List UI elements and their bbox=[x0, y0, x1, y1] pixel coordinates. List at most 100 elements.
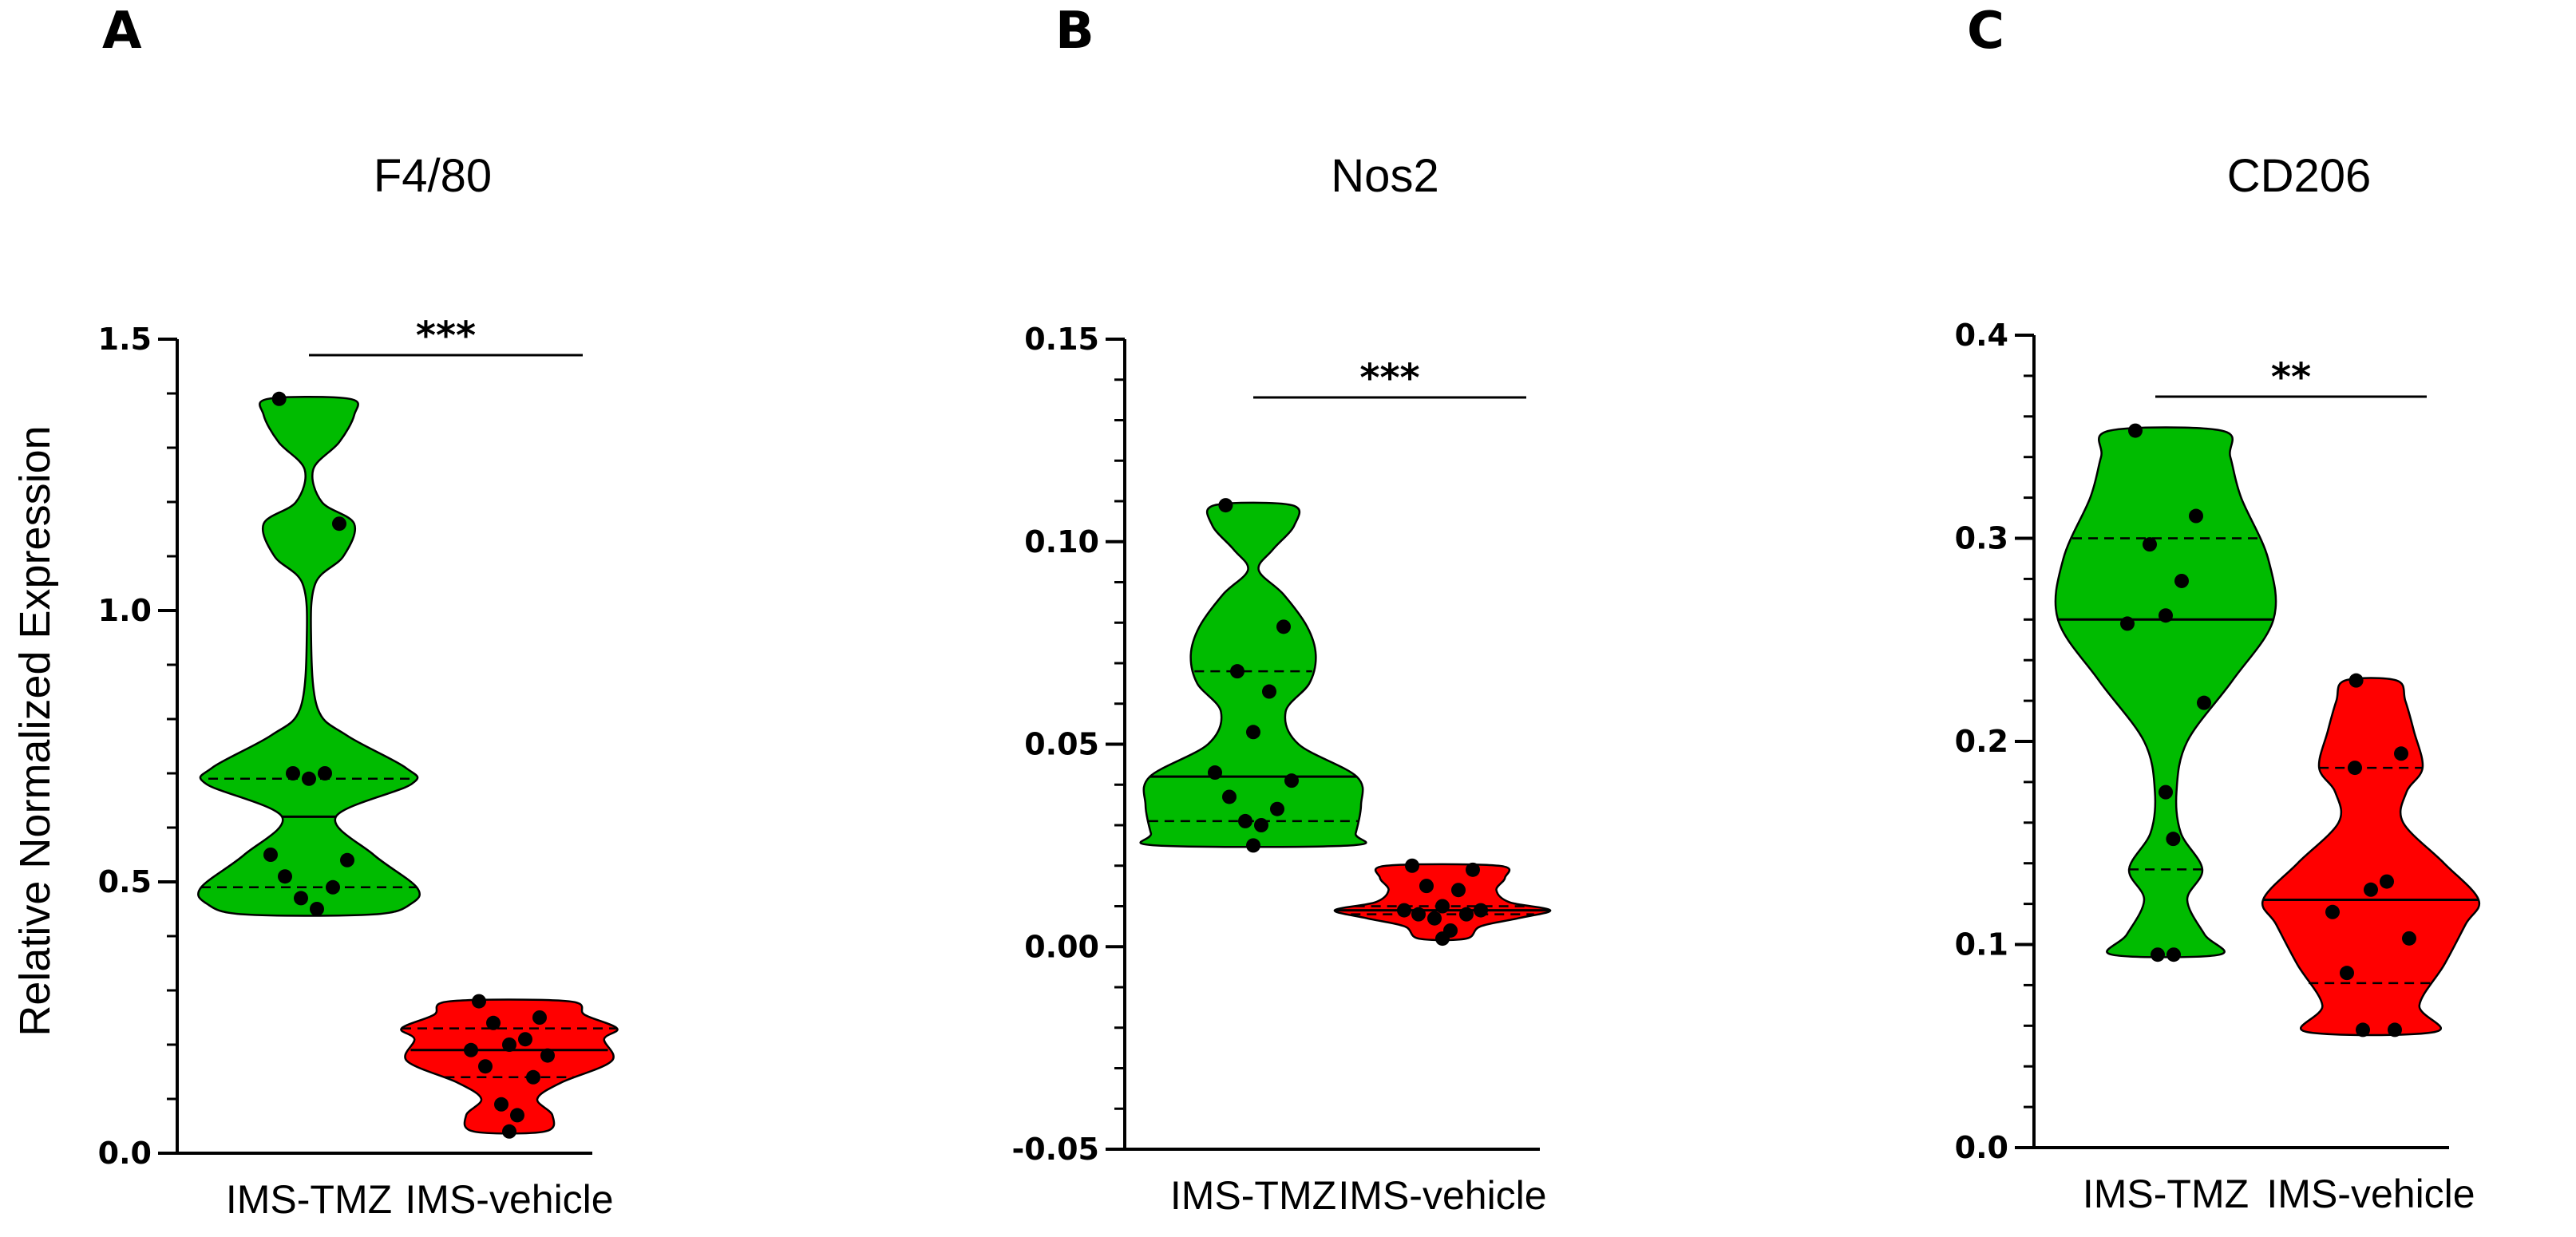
panel-c-violin-ims-vehicle-data-point bbox=[2364, 882, 2378, 897]
panel-a-violin-ims-vehicle-data-point bbox=[540, 1048, 555, 1063]
panel-b-letter: B bbox=[1055, 2, 1094, 61]
panel-b-violin-ims-vehicle-data-point bbox=[1405, 858, 1419, 873]
panel-b-violin-ims-vehicle-data-point bbox=[1411, 907, 1426, 922]
panel-b-violin-ims-tmz-data-point bbox=[1270, 801, 1284, 816]
panel-b-violin-ims-vehicle-data-point bbox=[1427, 911, 1442, 926]
panel-a-y-tick-label: 1.0 bbox=[98, 593, 152, 628]
panel-a-x-category-label: IMS-TMZ bbox=[226, 1177, 392, 1222]
panel-b-title: Nos2 bbox=[1331, 150, 1438, 202]
panel-c-violin-ims-vehicle bbox=[2261, 677, 2481, 1037]
panel-b-y-tick-label: 0.15 bbox=[1024, 322, 1099, 357]
panel-b-significance: *** bbox=[1359, 356, 1419, 401]
panel-b-y-tick-label: 0.05 bbox=[1024, 727, 1099, 762]
panel-a-violin-ims-tmz-data-point bbox=[340, 852, 354, 867]
panel-b-x-category-label: IMS-TMZ bbox=[1170, 1173, 1336, 1218]
panel-b-violin-ims-tmz bbox=[1139, 501, 1367, 848]
panel-c-significance: ** bbox=[2271, 355, 2311, 400]
panel-a-violin-ims-tmz-data-point bbox=[294, 891, 308, 906]
panel-a-violin-ims-vehicle-data-point bbox=[486, 1015, 501, 1030]
panel-b-y-tick-label: 0.10 bbox=[1024, 524, 1099, 559]
panel-c-violin-ims-vehicle-data-point bbox=[2388, 1022, 2402, 1037]
panel-b-y-tick-label: 0.00 bbox=[1024, 929, 1099, 964]
panel-c-title: CD206 bbox=[2227, 150, 2372, 202]
panel-b-violin-ims-vehicle-data-point bbox=[1474, 903, 1488, 918]
panel-c-violin-ims-vehicle-data-point bbox=[2394, 746, 2408, 761]
panel-c-y-tick-label: 0.1 bbox=[1955, 927, 2008, 962]
panel-a-violin-ims-vehicle bbox=[400, 998, 619, 1135]
panel-a-violin-ims-tmz-data-point bbox=[326, 879, 340, 895]
panel-c-violin-ims-tmz-data-point bbox=[2128, 423, 2143, 438]
panel-c-x-category-label: IMS-TMZ bbox=[2083, 1172, 2249, 1216]
panel-c-violin-ims-vehicle-data-point bbox=[2325, 904, 2340, 919]
panel-b-violin-ims-tmz-data-point bbox=[1284, 773, 1299, 788]
panel-b-violin-ims-vehicle-data-point bbox=[1419, 879, 1434, 894]
panel-b-violin-ims-vehicle-data-point bbox=[1397, 903, 1411, 918]
panel-a-violin-ims-vehicle-data-point bbox=[494, 1097, 508, 1112]
panel-b-violin-ims-tmz-data-point bbox=[1218, 498, 1233, 513]
panel-a-violin-ims-vehicle-data-point bbox=[518, 1032, 532, 1047]
panel-a-violin-ims-tmz-data-point bbox=[318, 766, 332, 781]
panel-a-violin-ims-tmz-data-point bbox=[332, 516, 346, 532]
panel-b-violin-ims-tmz-data-point bbox=[1262, 684, 1276, 699]
panel-b-violin-ims-tmz-data-point bbox=[1246, 838, 1260, 853]
panel-c-violin-ims-tmz-data-point bbox=[2143, 537, 2157, 552]
panel-a-violin-ims-vehicle-data-point bbox=[510, 1108, 524, 1123]
panel-a-violin-ims-vehicle-data-point bbox=[472, 994, 486, 1009]
panel-c-y-tick-label: 0.0 bbox=[1955, 1130, 2008, 1165]
panel-a-title: F4/80 bbox=[374, 150, 492, 202]
panel-b-violin-ims-vehicle-data-point bbox=[1459, 907, 1474, 922]
panel-c: C CD206 ** 0.0 0.1 0.2 0.3 0.4 IMS-TMZ IMS-veh… bbox=[1955, 2, 2481, 1216]
panel-b-x-category-label: IMS-vehicle bbox=[1338, 1173, 1546, 1218]
panel-c-y-tick-label: 0.2 bbox=[1955, 724, 2008, 759]
panel-b-violin-ims-tmz-data-point bbox=[1230, 664, 1244, 679]
panel-a-violin-ims-tmz-data-point bbox=[271, 391, 287, 406]
panel-c-violin-ims-tmz-data-point bbox=[2189, 508, 2203, 524]
panel-a-violin-ims-vehicle-data-point bbox=[526, 1069, 540, 1085]
panel-a-significance: *** bbox=[416, 314, 476, 358]
panel-a-violin-ims-tmz-data-point bbox=[263, 848, 278, 862]
panel-a-violin-ims-vehicle-data-point bbox=[478, 1059, 493, 1074]
panel-b-violin-ims-tmz-data-point bbox=[1254, 818, 1268, 832]
panel-a-violin-ims-vehicle-data-point bbox=[502, 1124, 516, 1139]
panel-a-violin-ims-vehicle-data-point bbox=[464, 1042, 478, 1057]
panel-a-violin-ims-tmz-data-point bbox=[302, 771, 316, 786]
panel-c-y-tick-label: 0.3 bbox=[1955, 521, 2008, 556]
panel-a-y-tick-label: 0.0 bbox=[98, 1136, 152, 1171]
panel-b-violin-ims-tmz-data-point bbox=[1276, 619, 1291, 634]
panel-c-violin-ims-vehicle-data-point bbox=[2348, 673, 2364, 688]
panel-b-violin-ims-tmz-data-point bbox=[1246, 725, 1260, 740]
panel-c-violin-ims-vehicle-data-point bbox=[2340, 966, 2354, 981]
panel-b-violin-ims-vehicle-data-point bbox=[1435, 899, 1450, 914]
panel-c-violin-ims-tmz-data-point bbox=[2120, 616, 2135, 631]
panel-c-violin-ims-tmz-data-point bbox=[2166, 947, 2181, 962]
panel-c-violin-ims-tmz-data-point bbox=[2174, 573, 2189, 588]
panel-c-violin-ims-vehicle-data-point bbox=[2348, 761, 2362, 776]
panel-a-x-category-label: IMS-vehicle bbox=[405, 1177, 613, 1222]
panel-b-violin-ims-vehicle-data-point bbox=[1435, 931, 1450, 947]
panel-a: A F4/80 Relative Normalized Expression *… bbox=[11, 2, 619, 1222]
panel-c-y-tick-label: 0.4 bbox=[1955, 318, 2008, 353]
panel-c-violin-ims-vehicle-data-point bbox=[2380, 874, 2394, 889]
panel-c-violin-ims-tmz-data-point bbox=[2166, 832, 2181, 847]
panel-a-letter: A bbox=[102, 2, 142, 61]
panel-b-violin-ims-tmz-data-point bbox=[1222, 789, 1237, 804]
panel-b-violin-ims-tmz-data-point bbox=[1238, 813, 1252, 828]
panel-c-violin-ims-vehicle-data-point bbox=[2402, 931, 2416, 946]
panel-a-y-tick-label: 0.5 bbox=[98, 864, 152, 899]
panel-c-violin-ims-tmz bbox=[2054, 426, 2277, 958]
panel-b-violin-ims-tmz-data-point bbox=[1208, 765, 1222, 781]
panel-c-letter: C bbox=[1967, 2, 2004, 61]
panel-b-violin-ims-vehicle-data-point bbox=[1451, 883, 1466, 898]
panel-a-violin-ims-tmz-data-point bbox=[278, 869, 292, 884]
panel-a-violin-ims-tmz-data-point bbox=[310, 902, 324, 916]
panel-c-x-category-label: IMS-vehicle bbox=[2266, 1172, 2475, 1216]
panel-b-violin-ims-vehicle-data-point bbox=[1466, 862, 1480, 877]
panel-a-y-tick-label: 1.5 bbox=[98, 322, 152, 357]
panel-c-violin-ims-tmz-data-point bbox=[2197, 695, 2211, 710]
panel-a-violin-ims-vehicle-data-point bbox=[532, 1010, 547, 1025]
panel-a-violin-ims-tmz bbox=[197, 396, 421, 917]
panel-c-violin-ims-tmz-data-point bbox=[2159, 608, 2173, 623]
panel-a-violin-ims-vehicle-data-point bbox=[502, 1037, 516, 1052]
panel-c-violin-ims-tmz-data-point bbox=[2159, 784, 2173, 800]
